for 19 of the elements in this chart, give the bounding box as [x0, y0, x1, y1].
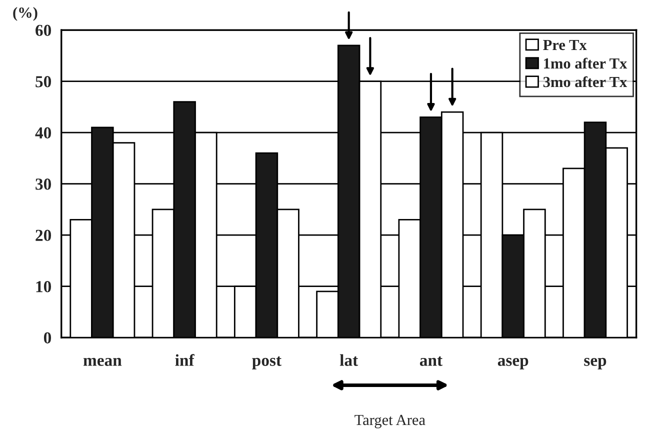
text: Target Area	[354, 414, 426, 428]
x-tick-label: inf	[175, 354, 194, 366]
y-tick-label: 60	[36, 24, 52, 36]
y-tick-label: 40	[35, 127, 52, 139]
y-tick-label: 30	[36, 178, 52, 190]
y-tick-label: 0	[44, 332, 52, 344]
y-axis-title: (%)	[13, 7, 38, 21]
x-tick-label: ant	[420, 356, 442, 366]
legend-label: 3mo after Tx	[543, 76, 628, 88]
legend-label: Pre Tx	[543, 40, 587, 50]
x-tick-label: asep	[498, 358, 528, 370]
y-tick-label: 20	[36, 230, 52, 242]
x-tick-label: lat	[340, 354, 358, 366]
x-tick-label: sep	[584, 358, 606, 370]
y-tick-label: 50	[36, 76, 52, 88]
y-tick-label: 10	[36, 281, 52, 292]
legend-label: 1mo after Tx	[544, 58, 628, 69]
x-tick-label: post	[252, 356, 282, 370]
x-tick-label: mean	[83, 358, 122, 366]
